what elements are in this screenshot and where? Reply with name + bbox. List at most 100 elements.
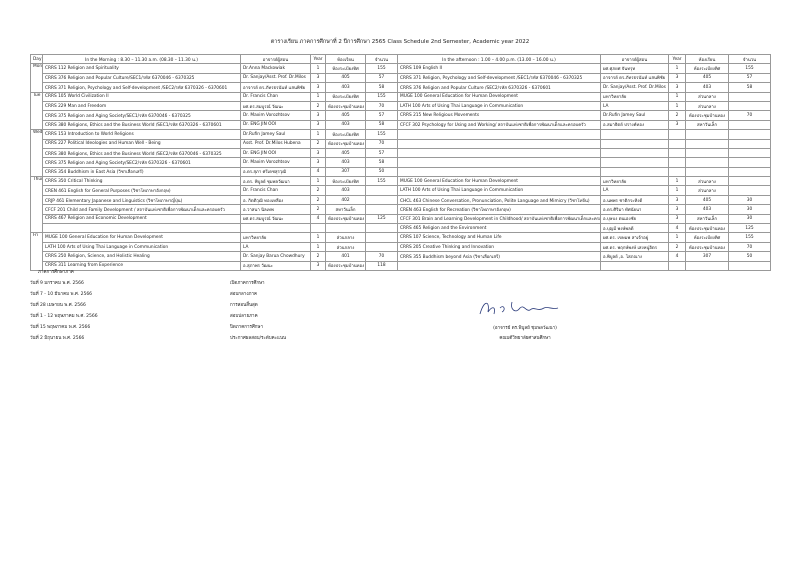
cell — [600, 157, 669, 168]
cell: 57 — [365, 147, 398, 159]
cell — [668, 157, 686, 168]
cell — [365, 223, 398, 234]
course-cell: CRRS 376 Religion and Popular Culture/SE… — [42, 72, 241, 84]
course-cell: CRRS 376 Religion and Popular Culture /S… — [397, 82, 601, 93]
schedule-row: Fri MUGE 100 General Education for Human … — [30, 232, 771, 271]
cell — [728, 91, 771, 102]
course-cell: CRRS 107 Science, Technology and Human L… — [397, 232, 601, 243]
schedule-row: CRRS 371 Religion, Psychology and Self-d… — [31, 82, 771, 93]
header-cell: ห้องเรียน — [685, 53, 729, 65]
day-cell: Wed — [30, 129, 43, 178]
calendar-row: วันที่ 1 - 12 พฤษภาคม พ.ศ. 2566 สอบปลายภา… — [30, 312, 330, 323]
cell: 405 — [685, 194, 729, 206]
course-cell — [397, 260, 601, 272]
course-cell: CRRS 105 World Civilization II — [42, 91, 241, 102]
cell: Dr.Rufin Jamey Saul — [240, 129, 311, 140]
cell: 2 — [310, 100, 326, 112]
header-row: Day In the Morning : 8.30 – 11.30 a.m. (0… — [30, 53, 771, 65]
cell: 4 — [310, 166, 326, 178]
cell: ห้องประชุมบ้านทอง — [325, 100, 366, 112]
cell: 1 — [668, 232, 686, 243]
calendar-date: วันที่ 7 - 10 มีนาคม พ.ศ. 2566 — [30, 292, 93, 297]
cell: สหาวันเล็ก — [685, 213, 729, 225]
cell: Dr. Sanjay Barua Chowdhury — [240, 251, 311, 262]
cell: อ.ดร.สุภา ศรีเดชสุรวุฒิ — [240, 166, 311, 178]
cell — [685, 157, 729, 168]
course-cell: CRJP 461 Elementary Japanese and Linguis… — [42, 194, 241, 206]
calendar-event: การสอนสิ้นสุด — [230, 303, 258, 308]
cell: Dr. Sanjay/Asst. Prof. Dr.Milos — [600, 82, 669, 93]
cell: 1 — [310, 176, 326, 187]
day-cell: Mon — [30, 63, 43, 93]
schedule-row: CRRS 380 Religions, Ethics and the Busin… — [31, 147, 771, 159]
cell: 155 — [365, 129, 398, 140]
schedule-row: LATH 100 Arts of Using Thai Language in … — [31, 241, 771, 253]
cell: อ. กิตติวุฒิ ทองเหลือง — [240, 194, 311, 206]
course-cell: MUGE 100 General Education for Human Dev… — [42, 232, 241, 243]
calendar-row: วันที่ 2 มิถุนายน พ.ศ. 2566 ประกาศผลสอบ/ร… — [30, 334, 330, 345]
cell — [325, 223, 366, 234]
cell: 57 — [728, 72, 771, 84]
schedule-row: Thur CRRS 350 Critical Thinking อ.ดร. พิบู… — [30, 176, 771, 234]
cell: มหาวิทยาลัย — [600, 91, 669, 102]
cell: 1 — [310, 129, 326, 140]
header-cell: จำนวน — [728, 53, 771, 65]
cell: ส่วนกลาง — [685, 185, 729, 196]
cell: 50 — [365, 166, 398, 178]
cell: 155 — [728, 63, 771, 74]
calendar-event: สอบกลางภาค — [230, 292, 258, 297]
cell — [310, 223, 326, 234]
schedule-row: CRRS 375 Religion and Aging Society/SEC2… — [31, 157, 771, 168]
cell: 405 — [325, 110, 366, 121]
cell: 405 — [325, 147, 366, 159]
calendar-event: สอบปลายภาค — [230, 314, 258, 319]
schedule-row: CRRS 227 Political Ideologies and Human … — [31, 138, 771, 149]
cell: 3 — [668, 213, 686, 225]
schedule-row: CRRS 375 Religion and Aging Society/SEC1… — [31, 110, 771, 121]
cell: 1 — [310, 63, 326, 74]
day-cell: Thur — [30, 176, 43, 234]
course-cell: CRRS 112 Religion and Spirituality — [42, 63, 241, 74]
cell: มหาวิทยาลัย — [240, 232, 311, 243]
course-cell — [397, 157, 601, 168]
schedule-row: CRJP 461 Elementary Japanese and Linguis… — [31, 194, 771, 206]
signature-scribble — [479, 301, 559, 315]
cell: ห้องประชุมบ้านทอง — [325, 260, 366, 272]
cell: 2 — [310, 204, 326, 215]
schedule-row: CRRS 467 Religion and Economic Developme… — [31, 213, 771, 225]
cell: ส่วนกลาง — [325, 241, 366, 253]
cell: 402 — [325, 194, 366, 206]
cell — [728, 100, 771, 112]
schedule-row: Wed CRRS 153 Introduction to World Religi… — [30, 129, 771, 178]
schedule-row: CRRS 465 Religion and the Environment อ.บ… — [31, 223, 771, 234]
title: ตารางเรียน ภาคการศึกษาที่ 2 ปีการศึกษา 2… — [270, 39, 530, 45]
course-cell: CRRS 380 Religions, Ethics and the Busin… — [42, 119, 241, 131]
calendar-date: วันที่ 1 - 12 พฤษภาคม พ.ศ. 2566 — [30, 314, 98, 319]
schedule-row: CRRS 250 Religion, Science, and Holistic… — [31, 251, 771, 262]
course-cell: LATH 100 Arts of Using Thai Language in … — [42, 241, 241, 253]
cell: 1 — [310, 91, 326, 102]
calendar-event: เปิดภาคการศึกษา — [230, 281, 265, 286]
cell — [728, 166, 771, 178]
cell: 3 — [668, 82, 686, 93]
cell: 1 — [668, 63, 686, 74]
cell: มหาวิทยาลัย — [600, 176, 669, 187]
schedule-row: CFCF 201 Child and Family Development / … — [31, 204, 771, 215]
course-cell: CRRS 227 Political Ideologies and Human … — [42, 138, 241, 149]
course-cell: MUGE 100 General Education for Human Dev… — [397, 91, 601, 102]
cell: 307 — [325, 166, 366, 178]
course-cell: CREN 463 English for Recreation (วิชาโทภ… — [397, 204, 601, 215]
course-cell — [397, 147, 601, 159]
cell: 3 — [668, 72, 686, 84]
cell: ห้องระเบียงทิศ — [685, 63, 729, 74]
cell: 57 — [365, 72, 398, 84]
cell: 58 — [728, 82, 771, 93]
cell — [728, 147, 771, 159]
course-cell: CRRS 229 Man and Freedom — [42, 100, 241, 112]
cell — [728, 129, 771, 140]
cell: 4 — [310, 213, 326, 225]
course-cell — [397, 129, 601, 140]
cell: 58 — [365, 82, 398, 93]
cell: LA — [240, 241, 311, 253]
